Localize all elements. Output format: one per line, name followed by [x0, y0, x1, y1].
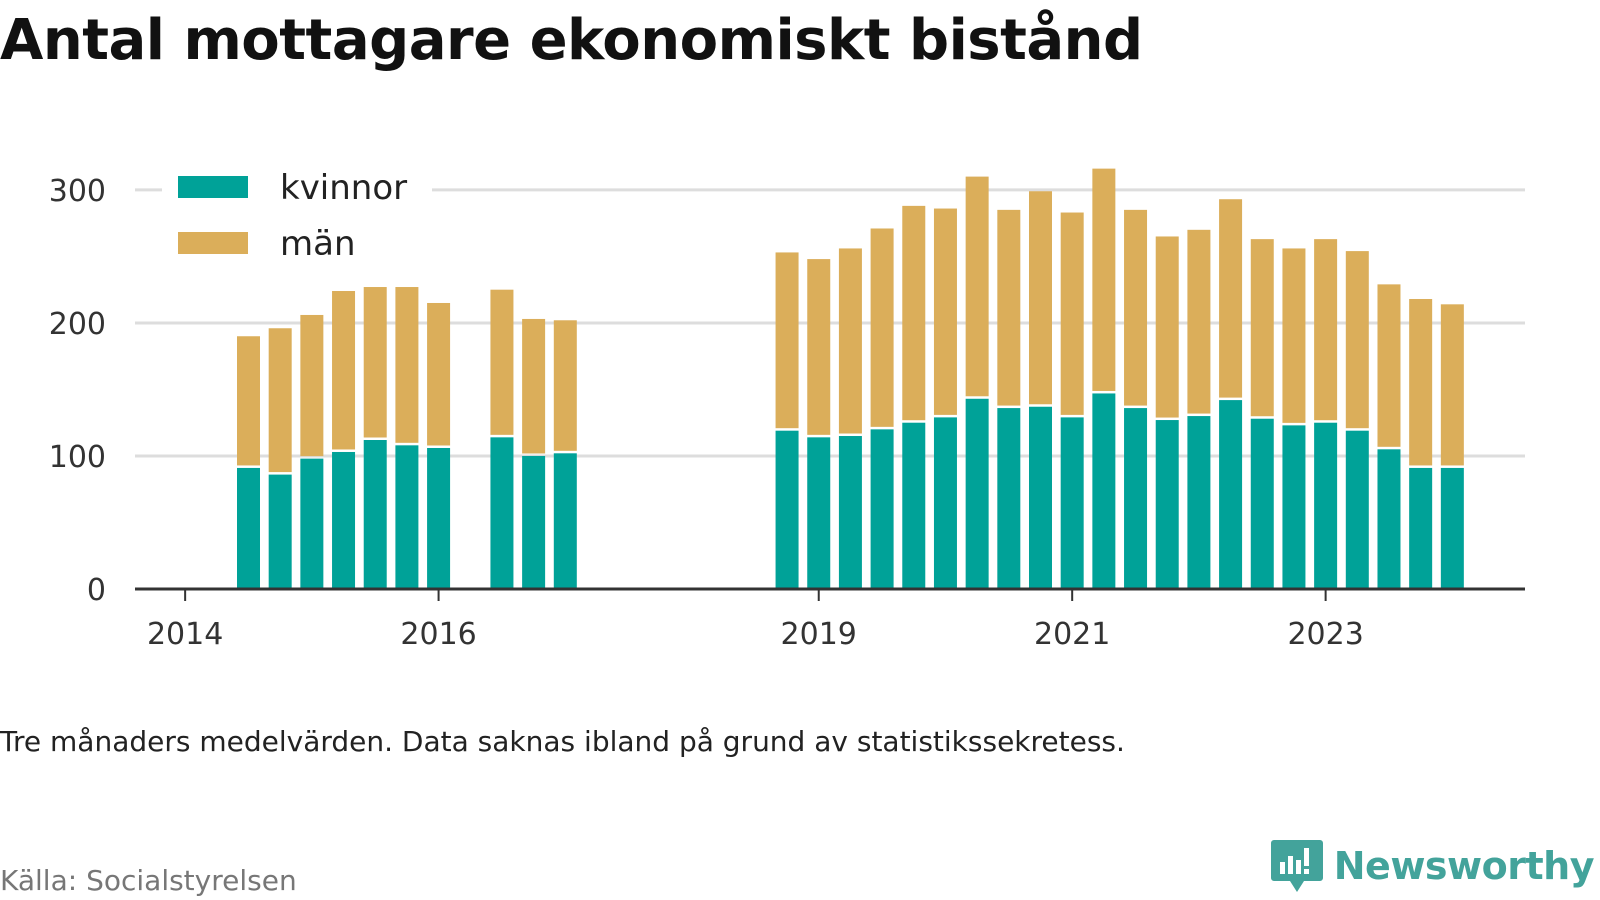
bar-man-2021Q2 [1092, 168, 1116, 391]
bar-man-2021Q3 [1124, 209, 1148, 406]
bar-kvinnor-2019Q1 [807, 437, 831, 589]
bar-kvinnor-2023Q4 [1409, 467, 1433, 589]
bar-man-2016Q1 [427, 302, 451, 446]
legend-label-man: män [280, 224, 356, 264]
bar-series [237, 168, 1464, 589]
bar-man-2021Q4 [1155, 236, 1179, 418]
bar-man-2023Q1 [1314, 239, 1338, 421]
bar-kvinnor-2020Q2 [965, 398, 989, 589]
bar-man-2019Q3 [870, 228, 894, 427]
bar-kvinnor-2024Q1 [1440, 467, 1464, 589]
bar-kvinnor-2023Q3 [1377, 449, 1401, 589]
bar-man-2022Q3 [1250, 239, 1274, 417]
bar-man-2016Q3 [490, 289, 514, 435]
bar-man-2018Q4 [775, 252, 799, 429]
bar-man-2015Q1 [300, 314, 324, 457]
y-tick-label: 0 [87, 573, 106, 608]
bar-man-2015Q4 [395, 287, 419, 443]
bar-kvinnor-2021Q3 [1124, 408, 1148, 589]
bar-man-2020Q4 [1029, 191, 1052, 405]
bar-man-2014Q3 [237, 336, 260, 466]
bar-man-2022Q4 [1282, 248, 1306, 423]
bar-kvinnor-2019Q4 [902, 422, 926, 589]
bar-kvinnor-2020Q4 [1029, 406, 1052, 589]
bar-kvinnor-2015Q1 [300, 458, 324, 589]
bar-kvinnor-2017Q1 [553, 453, 577, 589]
brand-logo: Newsworthy [1270, 838, 1595, 894]
bar-man-2023Q3 [1377, 284, 1401, 447]
bar-kvinnor-2020Q3 [997, 408, 1021, 589]
x-tick-label: 2019 [781, 617, 857, 652]
bar-kvinnor-2014Q3 [237, 467, 260, 589]
bar-kvinnor-2023Q1 [1314, 422, 1338, 589]
bar-kvinnor-2014Q4 [268, 474, 292, 589]
bar-man-2016Q4 [522, 318, 546, 454]
x-tick-label: 2021 [1034, 617, 1110, 652]
bar-man-2020Q1 [933, 208, 957, 415]
bar-kvinnor-2020Q1 [933, 417, 957, 589]
bar-kvinnor-2021Q1 [1060, 417, 1084, 589]
chart-note: Tre månaders medelvärden. Data saknas ib… [0, 725, 1125, 758]
bar-man-2019Q2 [838, 248, 862, 434]
bar-kvinnor-2021Q2 [1092, 393, 1116, 589]
legend-label-kvinnor: kvinnor [280, 168, 407, 208]
bar-man-2020Q2 [965, 176, 989, 397]
stacked-bar-chart: 0 100 200 300 2014 2016 2019 2021 2023 kvinnor … [48, 158, 1525, 652]
bar-kvinnor-2022Q4 [1282, 425, 1306, 589]
y-tick-label: 100 [49, 440, 106, 475]
bar-man-2022Q1 [1187, 229, 1211, 414]
bar-kvinnor-2023Q2 [1345, 430, 1369, 589]
bar-man-2019Q1 [807, 259, 831, 435]
y-tick-label: 300 [49, 174, 106, 209]
bar-man-2015Q3 [363, 287, 387, 438]
bar-kvinnor-2016Q4 [522, 455, 546, 589]
bar-man-2023Q2 [1345, 251, 1369, 429]
bar-kvinnor-2022Q2 [1219, 400, 1243, 589]
bar-kvinnor-2019Q2 [838, 436, 862, 589]
bar-kvinnor-2022Q1 [1187, 416, 1211, 589]
bar-man-2019Q4 [902, 205, 926, 421]
x-tick-label: 2023 [1287, 617, 1363, 652]
bar-man-2021Q1 [1060, 212, 1084, 415]
bar-kvinnor-2018Q4 [775, 430, 799, 589]
x-tick-label: 2016 [400, 617, 476, 652]
brand-name: Newsworthy [1333, 844, 1595, 888]
bar-kvinnor-2021Q4 [1155, 420, 1179, 589]
bar-man-2023Q4 [1409, 298, 1433, 466]
y-axis: 0 100 200 300 [49, 174, 106, 608]
bar-kvinnor-2022Q3 [1250, 418, 1274, 589]
bar-kvinnor-2016Q3 [490, 437, 514, 589]
bar-kvinnor-2015Q2 [332, 451, 356, 589]
bar-kvinnor-2019Q3 [870, 429, 894, 589]
bar-kvinnor-2015Q3 [363, 440, 387, 589]
bar-man-2024Q1 [1440, 304, 1464, 466]
bar-man-2022Q2 [1219, 199, 1243, 398]
newsworthy-logo-icon [1270, 840, 1323, 892]
bar-man-2020Q3 [997, 209, 1021, 406]
source-credit: Källa: Socialstyrelsen [0, 864, 297, 897]
x-axis: 2014 2016 2019 2021 2023 [135, 587, 1525, 652]
bar-man-2014Q4 [268, 328, 292, 473]
y-tick-label: 200 [49, 307, 106, 342]
x-tick-label: 2014 [147, 617, 223, 652]
bar-man-2017Q1 [553, 320, 577, 451]
legend-swatch-kvinnor [178, 176, 248, 198]
bar-kvinnor-2016Q1 [427, 447, 451, 589]
legend-swatch-man [178, 232, 248, 254]
chart-title: Antal mottagare ekonomiskt bistånd [0, 8, 1143, 73]
legend: kvinnor män [162, 158, 432, 278]
bar-man-2015Q2 [332, 291, 356, 450]
bar-kvinnor-2015Q4 [395, 445, 419, 589]
